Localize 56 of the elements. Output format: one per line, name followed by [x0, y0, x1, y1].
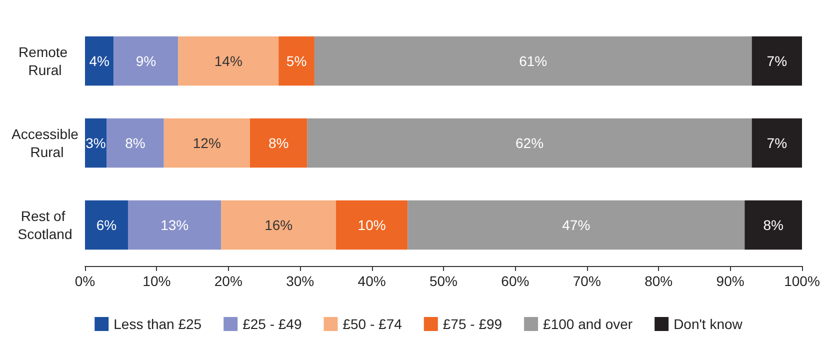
bar	[752, 118, 802, 168]
legend-label: Don't know	[674, 316, 744, 332]
legend-label: £50 - £74	[342, 316, 402, 332]
data-label: 4%	[89, 53, 110, 69]
legend-label: £25 - £49	[242, 316, 302, 332]
data-label: 47%	[562, 217, 590, 233]
bar	[250, 118, 308, 168]
data-label: 6%	[96, 217, 117, 233]
bar	[752, 36, 802, 86]
x-tick-label: 10%	[142, 273, 171, 289]
bar	[314, 36, 752, 86]
data-label: 62%	[516, 135, 544, 151]
bar	[178, 36, 279, 86]
y-tick-label: Remote Rural	[18, 44, 72, 78]
bar	[307, 118, 752, 168]
x-tick-label: 0%	[74, 273, 96, 289]
bar	[164, 118, 250, 168]
legend-label: £100 and over	[543, 316, 633, 332]
data-label: 13%	[160, 217, 189, 233]
legend-label: Less than £25	[114, 316, 202, 332]
data-label: 61%	[519, 53, 548, 69]
bar	[106, 118, 164, 168]
bar	[278, 36, 314, 86]
data-label: 5%	[286, 53, 307, 69]
bar	[408, 200, 745, 250]
y-tick-label: Accessible Rural	[12, 126, 79, 160]
data-label: 14%	[214, 53, 242, 69]
bar	[85, 36, 114, 86]
data-label: 8%	[125, 135, 146, 151]
data-label: 9%	[136, 53, 156, 69]
data-label: 16%	[264, 217, 293, 233]
x-tick-label: 20%	[214, 273, 242, 289]
x-tick-label: 100%	[784, 273, 820, 289]
data-label: 7%	[766, 135, 788, 151]
x-tick-label: 40%	[358, 273, 386, 289]
x-tick-label: 30%	[286, 273, 314, 289]
x-tick-label: 80%	[644, 273, 673, 289]
bar	[114, 36, 178, 86]
bar	[744, 200, 802, 250]
data-label: 7%	[766, 53, 788, 69]
data-label: 8%	[268, 135, 289, 151]
bar	[85, 200, 128, 250]
bar	[85, 118, 107, 168]
bar	[336, 200, 408, 250]
x-tick-label: 50%	[429, 273, 458, 289]
x-tick-label: 70%	[572, 273, 601, 289]
x-tick-label: 90%	[716, 273, 744, 289]
data-label: 3%	[86, 135, 106, 151]
bar	[221, 200, 336, 250]
legend-label: £75 - £99	[442, 316, 502, 332]
x-tick-label: 60%	[501, 273, 530, 289]
bar	[128, 200, 222, 250]
data-label: 10%	[358, 217, 386, 233]
y-tick-label: Rest of Scotland	[18, 208, 72, 242]
data-label: 12%	[192, 135, 221, 151]
data-label: 8%	[763, 217, 784, 233]
